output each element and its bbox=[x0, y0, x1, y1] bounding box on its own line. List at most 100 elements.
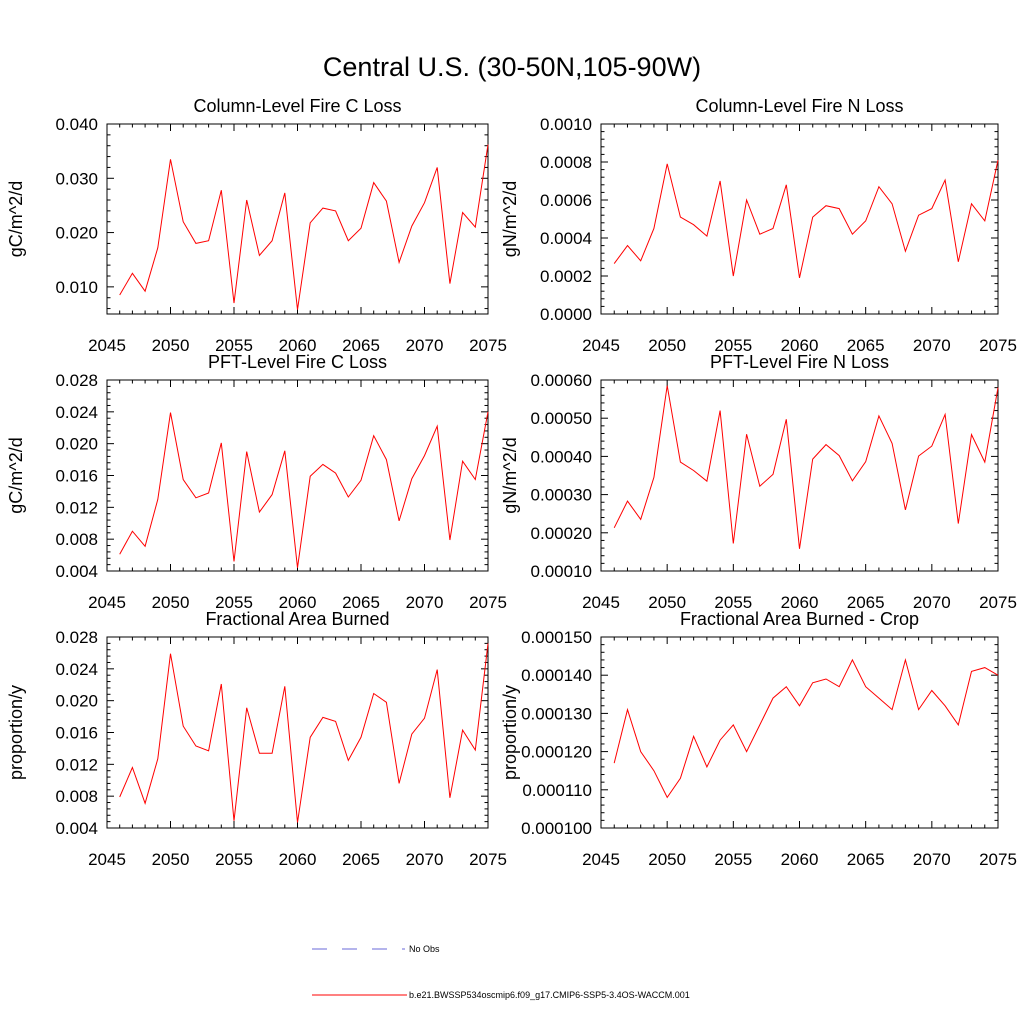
x-tick-label: 2045 bbox=[88, 850, 126, 869]
x-tick-label: 2050 bbox=[152, 593, 190, 612]
x-tick-label: 2060 bbox=[781, 850, 819, 869]
data-point bbox=[958, 523, 959, 524]
data-point bbox=[157, 499, 158, 500]
data-point bbox=[997, 675, 998, 676]
y-tick-label: 0.0010 bbox=[540, 115, 592, 134]
x-tick-label: 2070 bbox=[913, 336, 951, 355]
data-point bbox=[132, 767, 133, 768]
y-axis-label: proportion/y bbox=[6, 685, 26, 780]
data-point bbox=[627, 500, 628, 501]
x-tick-label: 2065 bbox=[847, 850, 885, 869]
x-tick-label: 2065 bbox=[342, 850, 380, 869]
data-point bbox=[462, 461, 463, 462]
data-point bbox=[825, 205, 826, 206]
x-tick-label: 2050 bbox=[152, 850, 190, 869]
data-point bbox=[786, 419, 787, 420]
data-point bbox=[183, 726, 184, 727]
series-line bbox=[613, 159, 999, 279]
y-tick-label: 0.000150 bbox=[521, 628, 592, 647]
data-point bbox=[878, 415, 879, 416]
series-line bbox=[119, 144, 489, 310]
data-point bbox=[984, 220, 985, 221]
data-point bbox=[971, 434, 972, 435]
data-point bbox=[272, 753, 273, 754]
data-point bbox=[852, 659, 853, 660]
data-point bbox=[746, 751, 747, 752]
data-point bbox=[931, 208, 932, 209]
series-line bbox=[119, 411, 489, 568]
x-tick-label: 2075 bbox=[469, 336, 507, 355]
y-tick-label: 0.020 bbox=[55, 224, 98, 243]
y-tick-label: 0.0002 bbox=[540, 267, 592, 286]
data-point bbox=[799, 705, 800, 706]
data-point bbox=[475, 749, 476, 750]
data-point bbox=[892, 443, 893, 444]
x-tick-label: 2050 bbox=[152, 336, 190, 355]
x-tick-label: 2045 bbox=[582, 336, 620, 355]
y-tick-label: 0.00010 bbox=[531, 562, 592, 581]
data-point bbox=[208, 240, 209, 241]
y-tick-label: 0.016 bbox=[55, 724, 98, 743]
data-point bbox=[865, 686, 866, 687]
data-point bbox=[145, 546, 146, 547]
data-point bbox=[720, 410, 721, 411]
panel-title: Column-Level Fire N Loss bbox=[695, 96, 903, 116]
data-point bbox=[437, 167, 438, 168]
data-point bbox=[322, 717, 323, 718]
x-tick-label: 2070 bbox=[406, 336, 444, 355]
data-point bbox=[145, 803, 146, 804]
data-point bbox=[462, 212, 463, 213]
x-tick-label: 2055 bbox=[714, 336, 752, 355]
data-point bbox=[145, 291, 146, 292]
data-point bbox=[246, 707, 247, 708]
data-point bbox=[746, 434, 747, 435]
data-point bbox=[284, 450, 285, 451]
x-tick-label: 2065 bbox=[847, 593, 885, 612]
data-point bbox=[799, 548, 800, 549]
panel-title: Column-Level Fire C Loss bbox=[193, 96, 401, 116]
y-tick-label: 0.028 bbox=[55, 628, 98, 647]
data-point bbox=[449, 797, 450, 798]
x-tick-label: 2065 bbox=[342, 593, 380, 612]
data-point bbox=[931, 690, 932, 691]
data-point bbox=[195, 243, 196, 244]
y-axis-label: gC/m^2/d bbox=[6, 181, 26, 257]
data-point bbox=[208, 750, 209, 751]
data-point bbox=[706, 481, 707, 482]
data-point bbox=[246, 451, 247, 452]
data-point bbox=[119, 294, 120, 295]
data-point bbox=[786, 686, 787, 687]
data-point bbox=[680, 217, 681, 218]
legend-obs-label: No Obs bbox=[409, 944, 440, 954]
data-point bbox=[246, 199, 247, 200]
data-point bbox=[640, 751, 641, 752]
data-point bbox=[944, 179, 945, 180]
data-point bbox=[931, 445, 932, 446]
y-axis-label: gN/m^2/d bbox=[500, 181, 520, 257]
data-point bbox=[284, 686, 285, 687]
data-point bbox=[706, 766, 707, 767]
data-point bbox=[627, 709, 628, 710]
y-tick-label: 0.0008 bbox=[540, 153, 592, 172]
y-tick-label: 0.030 bbox=[55, 169, 98, 188]
data-point bbox=[640, 260, 641, 261]
chart-panel-4: PFT-Level Fire N Loss gN/m^2/d 2045 2050 205… bbox=[500, 352, 1017, 612]
data-point bbox=[183, 479, 184, 480]
chart-panel-6: Fractional Area Burned - Crop proportion/… bbox=[500, 609, 1017, 869]
plot-frame bbox=[600, 123, 999, 315]
data-point bbox=[918, 215, 919, 216]
x-tick-label: 2075 bbox=[469, 850, 507, 869]
data-point bbox=[905, 509, 906, 510]
data-point bbox=[399, 783, 400, 784]
data-point bbox=[667, 385, 668, 386]
data-point bbox=[449, 283, 450, 284]
x-tick-label: 2070 bbox=[406, 850, 444, 869]
y-tick-label: 0.0004 bbox=[540, 229, 592, 248]
data-point bbox=[984, 667, 985, 668]
data-point bbox=[614, 527, 615, 528]
data-point bbox=[772, 228, 773, 229]
chart-panel-3: PFT-Level Fire C Loss gC/m^2/d 2045 2050 205… bbox=[6, 352, 507, 612]
data-point bbox=[272, 494, 273, 495]
y-tick-label: 0.010 bbox=[55, 278, 98, 297]
data-point bbox=[195, 497, 196, 498]
